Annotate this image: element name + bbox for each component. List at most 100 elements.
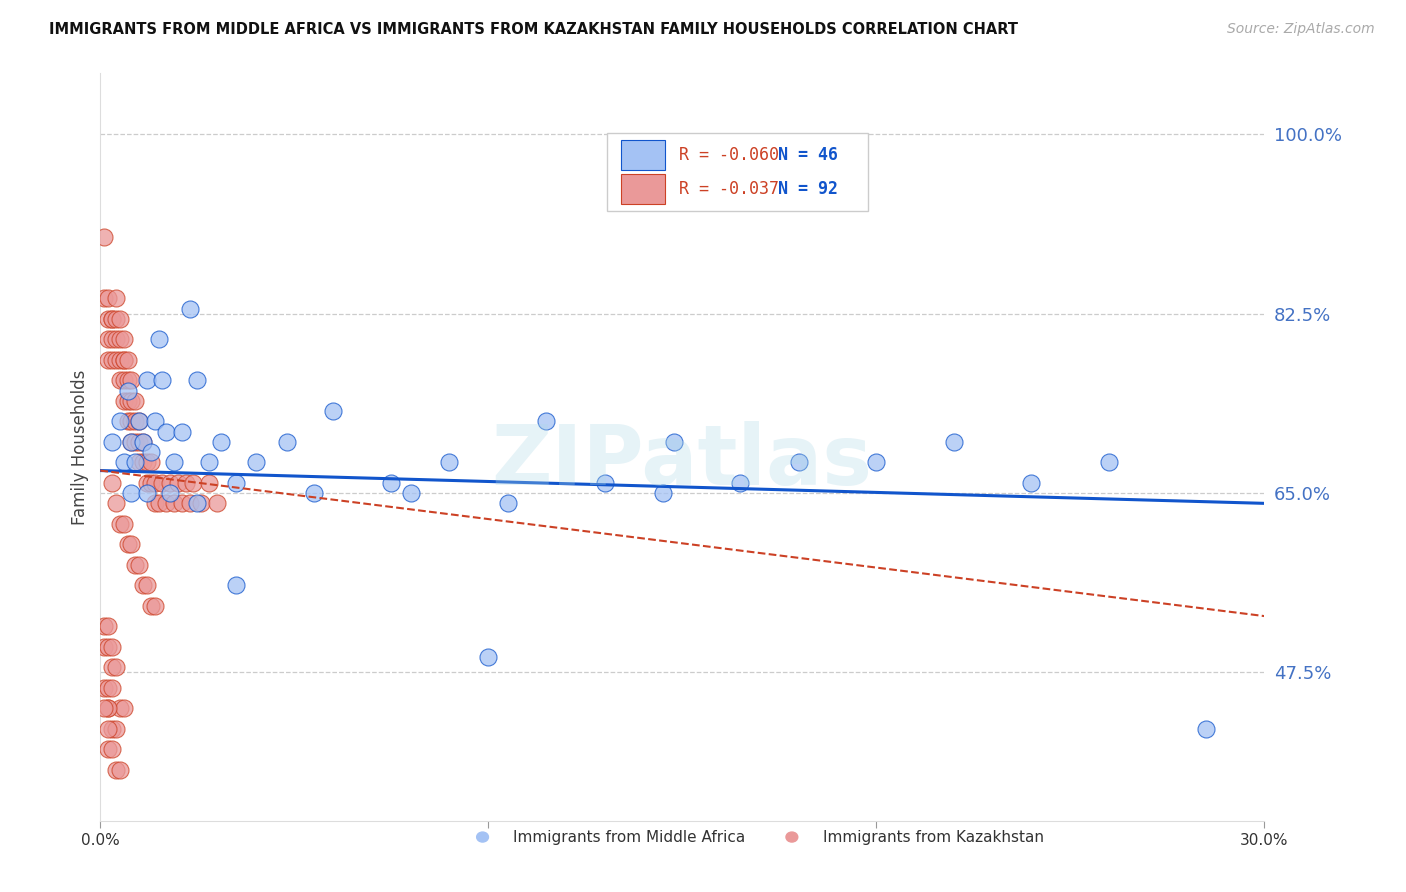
Point [93, 292, 115, 306]
Point [101, 352, 124, 367]
Point [97, 619, 120, 633]
Point [101, 660, 124, 674]
Point [496, 496, 519, 510]
Point [380, 475, 402, 490]
Point [93, 681, 115, 695]
Point [112, 332, 135, 346]
Point [117, 414, 139, 428]
Point [399, 486, 422, 500]
Point [128, 455, 150, 469]
Y-axis label: Family Households: Family Households [72, 369, 89, 524]
Point [135, 486, 157, 500]
Point [128, 414, 150, 428]
Point [135, 578, 157, 592]
Point [1021, 475, 1043, 490]
Point [128, 434, 150, 449]
Point [104, 496, 127, 510]
Point [322, 404, 344, 418]
Point [93, 619, 115, 633]
Point [651, 486, 673, 500]
FancyBboxPatch shape [606, 133, 869, 211]
Point [112, 352, 135, 367]
Point [139, 445, 162, 459]
FancyBboxPatch shape [620, 174, 665, 204]
Point [124, 558, 146, 572]
Point [97, 701, 120, 715]
Point [104, 332, 127, 346]
Point [152, 373, 174, 387]
Point [730, 475, 752, 490]
Point [190, 496, 212, 510]
Point [163, 455, 186, 469]
Point [143, 414, 166, 428]
Point [120, 393, 142, 408]
Text: ZIPatlas: ZIPatlas [492, 421, 873, 502]
Point [97, 332, 120, 346]
Point [108, 414, 131, 428]
Point [593, 475, 616, 490]
Point [942, 434, 965, 449]
Point [104, 660, 127, 674]
Point [112, 516, 135, 531]
Point [135, 373, 157, 387]
Point [104, 352, 127, 367]
Point [112, 455, 135, 469]
Text: 30.0%: 30.0% [1240, 833, 1288, 848]
Point [112, 352, 135, 367]
Point [128, 558, 150, 572]
Point [170, 496, 193, 510]
Point [1195, 722, 1218, 736]
Point [108, 516, 131, 531]
Point [104, 722, 127, 736]
Text: N = 46: N = 46 [778, 146, 838, 164]
Point [163, 496, 186, 510]
Point [97, 312, 120, 326]
Point [101, 434, 124, 449]
Point [93, 230, 115, 244]
Point [225, 578, 247, 592]
Point [186, 496, 208, 510]
Point [120, 486, 142, 500]
Point [108, 763, 131, 777]
Point [97, 292, 120, 306]
Point [132, 434, 155, 449]
Point [183, 475, 205, 490]
Point [101, 722, 124, 736]
Point [143, 496, 166, 510]
Point [302, 486, 325, 500]
Point [865, 455, 887, 469]
FancyBboxPatch shape [620, 140, 665, 170]
Text: Source: ZipAtlas.com: Source: ZipAtlas.com [1227, 22, 1375, 37]
Point [139, 599, 162, 613]
Point [117, 352, 139, 367]
Point [101, 475, 124, 490]
Point [477, 650, 499, 665]
Point [148, 332, 170, 346]
Point [120, 373, 142, 387]
Point [97, 681, 120, 695]
Point [276, 434, 298, 449]
Text: 0.0%: 0.0% [82, 833, 120, 848]
Point [179, 301, 201, 316]
Point [104, 312, 127, 326]
Point [93, 701, 115, 715]
Point [132, 434, 155, 449]
Point [198, 475, 221, 490]
Point [112, 393, 135, 408]
Text: R = -0.060: R = -0.060 [679, 146, 779, 164]
Point [155, 425, 177, 439]
Point [104, 763, 127, 777]
Point [120, 434, 142, 449]
Point [97, 352, 120, 367]
Point [152, 475, 174, 490]
Point [159, 475, 181, 490]
Point [108, 352, 131, 367]
Point [139, 475, 162, 490]
Point [209, 434, 232, 449]
Point [101, 312, 124, 326]
Point [198, 455, 221, 469]
Point [117, 373, 139, 387]
Point [439, 455, 461, 469]
Point [170, 425, 193, 439]
Point [174, 475, 197, 490]
